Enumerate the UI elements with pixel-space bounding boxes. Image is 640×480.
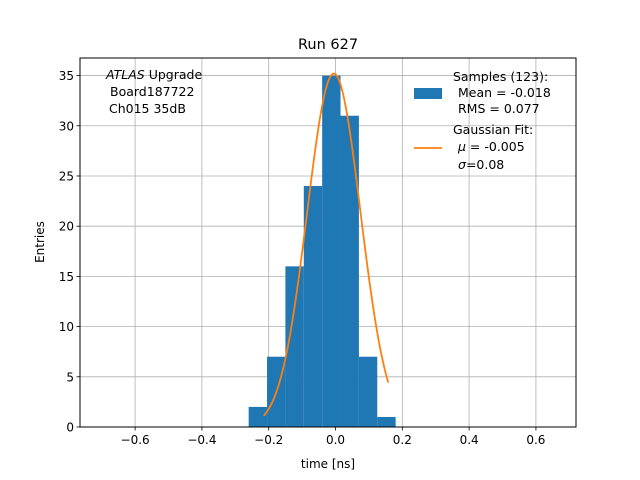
x-tick-label: −0.4 xyxy=(187,433,216,447)
legend-fit-mu-symbol: μ xyxy=(457,139,466,154)
x-tick-label: −0.6 xyxy=(121,433,150,447)
svg-text:μ = -0.005: μ = -0.005 xyxy=(457,139,525,154)
y-tick-label: 35 xyxy=(59,69,74,83)
annotation-channel: Ch015 35dB xyxy=(109,101,186,116)
legend-samples-rms: RMS = 0.077 xyxy=(458,101,540,116)
x-tick-label: −0.2 xyxy=(254,433,283,447)
x-tick-label: 0.2 xyxy=(393,433,412,447)
y-tick-label: 30 xyxy=(59,119,74,133)
plot-frame xyxy=(79,57,577,428)
y-tick-label: 0 xyxy=(66,421,74,435)
histogram-bars xyxy=(248,75,396,428)
x-tick-label: 0.4 xyxy=(460,433,479,447)
legend-samples-mean: Mean = -0.018 xyxy=(458,85,551,100)
x-tick-label: 0.6 xyxy=(526,433,545,447)
y-tick-label: 20 xyxy=(59,220,74,234)
chart-title: Run 627 xyxy=(298,37,358,53)
y-tick-label: 25 xyxy=(59,169,74,183)
annotation-upgrade: Upgrade xyxy=(145,67,203,82)
annotation-atlas: ATLAS xyxy=(105,67,145,82)
y-tick-label: 5 xyxy=(66,370,74,384)
legend-fit-mu-value: = -0.005 xyxy=(466,139,525,154)
histogram-bar xyxy=(303,186,323,427)
x-ticks: −0.6 −0.4 −0.2 0.0 0.2 0.4 0.6 xyxy=(121,427,545,447)
legend-fit-sigma-symbol: σ xyxy=(458,157,467,172)
histogram-bar xyxy=(285,266,304,427)
x-tick-label: 0.0 xyxy=(326,433,345,447)
legend-fit-sigma-value: =0.08 xyxy=(466,157,504,172)
annotation-board: Board187722 xyxy=(110,84,194,99)
svg-text:σ=0.08: σ=0.08 xyxy=(458,157,504,172)
x-axis-label: time [ns] xyxy=(301,457,355,471)
y-ticks: 0 5 10 15 20 25 30 35 xyxy=(59,69,80,435)
legend-samples-title: Samples (123): xyxy=(453,69,548,84)
svg-text:ATLAS Upgrade: ATLAS Upgrade xyxy=(105,67,202,82)
legend: Samples (123): Mean = -0.018 RMS = 0.077… xyxy=(414,69,551,172)
gaussian-fit xyxy=(263,72,390,417)
histogram-bar xyxy=(248,406,268,427)
histogram-bar xyxy=(358,356,378,427)
fit-curve xyxy=(263,72,390,417)
histogram-bar xyxy=(340,115,359,428)
y-tick-label: 15 xyxy=(59,270,74,284)
histogram-bar xyxy=(322,75,341,428)
legend-samples-swatch xyxy=(414,88,442,99)
legend-fit-title: Gaussian Fit: xyxy=(453,122,533,137)
atlas-annotation: ATLAS Upgrade Board187722 Ch015 35dB xyxy=(105,67,202,116)
histogram-bar xyxy=(377,416,396,427)
y-tick-label: 10 xyxy=(59,320,74,334)
y-axis-label: Entries xyxy=(33,221,47,263)
